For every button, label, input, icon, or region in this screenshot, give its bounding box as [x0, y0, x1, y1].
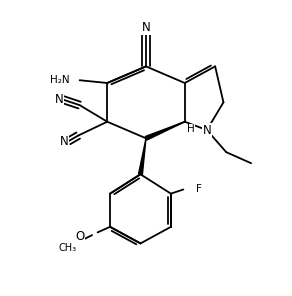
Text: H₂N: H₂N	[50, 75, 70, 85]
Text: N: N	[202, 123, 211, 136]
Text: H: H	[187, 124, 195, 134]
Text: F: F	[196, 184, 202, 194]
Text: CH₃: CH₃	[58, 243, 76, 252]
Text: N: N	[55, 93, 63, 106]
Text: O: O	[75, 230, 84, 243]
Polygon shape	[138, 138, 146, 175]
Polygon shape	[145, 122, 185, 140]
Text: N: N	[60, 135, 69, 148]
Text: N: N	[142, 21, 150, 34]
